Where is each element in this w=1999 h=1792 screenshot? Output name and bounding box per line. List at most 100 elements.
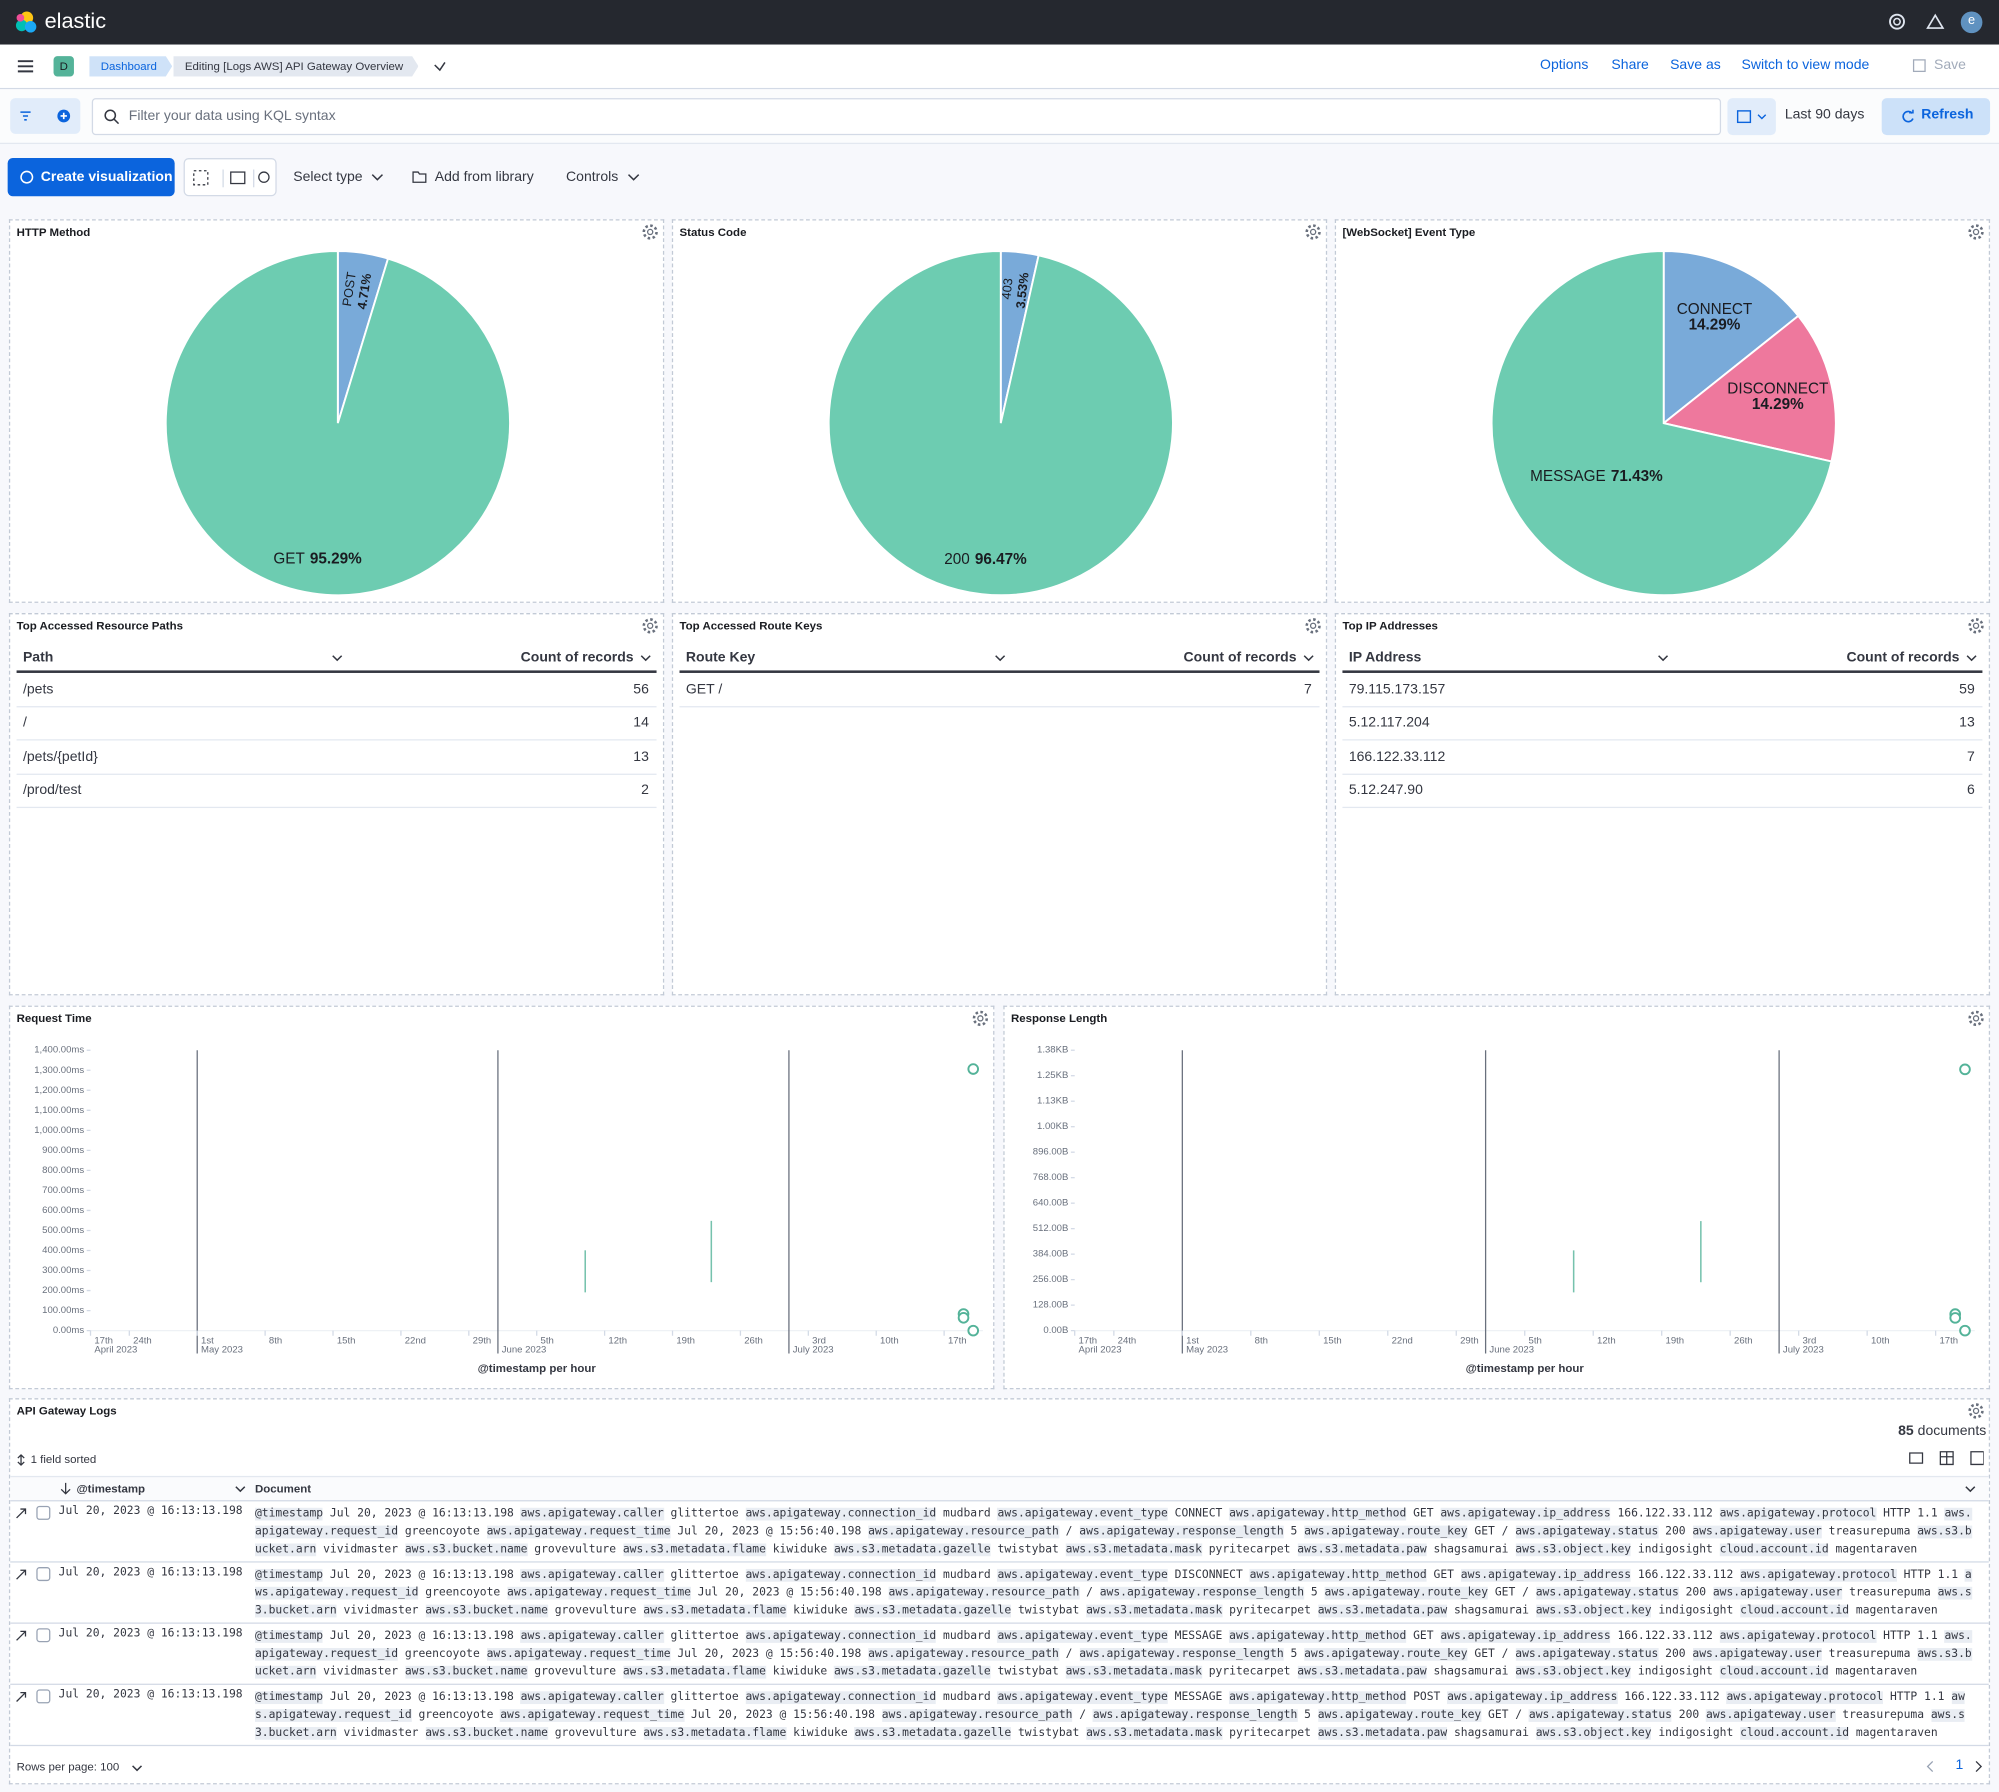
x-tick-label: 24th — [133, 1335, 152, 1346]
field-name: aws.apigateway.connection_id — [745, 1568, 937, 1582]
quick-buttons[interactable] — [183, 158, 277, 197]
cell: 59 — [1959, 681, 1975, 698]
panel-options-button[interactable] — [1967, 223, 1985, 241]
kql-input[interactable]: Filter your data using KQL syntax — [91, 98, 1722, 136]
field-name: aws.apigateway.http_method — [1229, 1630, 1407, 1643]
refresh-button[interactable]: Refresh — [1881, 98, 1991, 136]
month-label: July 2023 — [1783, 1344, 1824, 1355]
x-tick-label: 29th — [1460, 1335, 1479, 1346]
column-header[interactable]: @timestamp — [76, 1482, 146, 1496]
panel-options-button[interactable] — [971, 1009, 989, 1027]
title-menu[interactable] — [433, 60, 446, 73]
space-badge[interactable]: D — [53, 56, 74, 77]
field-value: MESSAGE — [1174, 1630, 1223, 1643]
chevron — [132, 1765, 143, 1772]
panel-options-button[interactable] — [641, 617, 659, 635]
y-tick-label: 800.00ms — [42, 1165, 84, 1176]
page-number[interactable]: 1 — [1955, 1757, 1964, 1773]
options-link[interactable]: Options — [1540, 57, 1589, 73]
row-controls[interactable] — [14, 1566, 52, 1582]
avatar[interactable]: e — [1960, 11, 1983, 34]
cell: /pets — [22, 681, 54, 698]
view-mode-link[interactable]: Switch to view mode — [1741, 57, 1870, 73]
y-tick-label: 500.00ms — [42, 1225, 84, 1236]
grid-controls[interactable] — [1907, 1450, 1984, 1466]
chevron-path — [1965, 1486, 1976, 1493]
pie-label: MESSAGE 71.43% — [1530, 468, 1663, 485]
table-row: GET / 7 — [679, 673, 1320, 708]
menu-button[interactable] — [17, 59, 35, 74]
field-name: aws.apigateway.status — [1515, 1525, 1659, 1539]
column-header[interactable]: Document — [254, 1482, 312, 1496]
column-header[interactable]: Route Key — [685, 650, 756, 666]
filter-icons — [20, 109, 71, 123]
controls-button[interactable]: Controls — [566, 169, 619, 185]
field-name: aws.s3.metadata.gazelle — [854, 1727, 1012, 1740]
column-header[interactable]: Count of records — [520, 650, 634, 666]
field-name: aws.s3.metadata.mask — [1086, 1604, 1223, 1618]
field-value: GET / — [1474, 1647, 1509, 1661]
column-header[interactable]: IP Address — [1348, 650, 1422, 666]
create-visualization-button[interactable]: Create visualization — [7, 158, 175, 197]
pagination-arrows[interactable] — [1925, 1760, 1986, 1773]
panel-options-button[interactable] — [1967, 1402, 1985, 1420]
log-row: Jul 20, 2023 @ 16:13:13.198 @timestamp Ju… — [10, 1561, 1989, 1624]
field-value: 200 — [1665, 1647, 1686, 1661]
save-button[interactable]: Save — [1933, 57, 1966, 73]
panel: Request Time 0.00ms 100.00ms 200.00ms 300.00… — [8, 1005, 995, 1390]
y-tick-label: 900.00ms — [42, 1145, 84, 1156]
grid-header: @timestamp Document — [10, 1475, 1989, 1502]
pie-label: GET 95.29% — [273, 550, 362, 567]
y-tick-label: 1,300.00ms — [34, 1065, 84, 1076]
field-name: aws.s3.object.key — [1535, 1604, 1652, 1618]
point — [957, 1312, 970, 1324]
y-tick-label: 1,000.00ms — [34, 1125, 84, 1136]
add-from-library-button[interactable]: Add from library — [434, 169, 534, 185]
time-range[interactable]: Last 90 days — [1784, 107, 1865, 123]
field-value: Jul 20, 2023 @ 16:13:13.198 — [329, 1568, 514, 1582]
row-controls[interactable] — [14, 1505, 52, 1520]
share-link[interactable]: Share — [1611, 57, 1649, 73]
filter-buttons[interactable] — [10, 98, 81, 134]
chevron-path — [1966, 655, 1977, 662]
table-row: /pets/{petId} 13 — [16, 740, 657, 775]
grid-footer[interactable]: Rows per page: 100 — [17, 1760, 120, 1773]
expand-icon — [16, 1630, 27, 1641]
panel-options-button[interactable] — [1967, 1009, 1985, 1027]
panel-title: Top Accessed Route Keys — [679, 619, 823, 633]
breadcrumb: Editing [Logs AWS] API Gateway Overview — [173, 56, 418, 76]
panel-options-button[interactable] — [1304, 223, 1322, 241]
pie-label-value: 71.43% — [1611, 468, 1663, 485]
field-value: POST — [1413, 1691, 1441, 1705]
date-quick-menu[interactable] — [1727, 98, 1776, 136]
y-tick-label: 512.00B — [1033, 1223, 1069, 1234]
select-type-button[interactable]: Select type — [293, 169, 363, 185]
sort-label[interactable]: 1 field sorted — [30, 1452, 97, 1466]
refresh-label: Refresh — [1921, 107, 1974, 123]
column-header[interactable]: Count of records — [1846, 650, 1960, 666]
panel-options-button[interactable] — [1304, 617, 1322, 635]
gear-hub — [1309, 228, 1317, 236]
y-tick-label: 1.38KB — [1037, 1045, 1068, 1056]
panel-options-button[interactable] — [641, 223, 659, 241]
field-value: 200 — [1678, 1709, 1700, 1722]
time-chart: 0.00ms 100.00ms 200.00ms 300.00ms 400.00ms 50… — [34, 1045, 983, 1375]
column-header[interactable]: Path — [22, 650, 54, 666]
panel-options-button[interactable] — [1967, 617, 1985, 635]
document-cell: @timestamp Jul 20, 2023 @ 16:13:13.198 a… — [254, 1505, 1974, 1559]
breadcrumb[interactable]: Dashboard — [89, 56, 172, 76]
field-value: treasurepuma — [1849, 1586, 1931, 1600]
field-name: @timestamp — [254, 1568, 324, 1582]
panel: HTTP Method POST 4.71% GET 95.29% — [8, 219, 665, 603]
pie-label: 200 96.47% — [944, 551, 1027, 568]
field-name: aws.apigateway.user — [1692, 1525, 1822, 1539]
row-controls[interactable] — [14, 1628, 52, 1643]
field-name: aws.s3.metadata.mask — [1065, 1665, 1202, 1679]
panel-title: API Gateway Logs — [16, 1404, 117, 1418]
field-value: Jul 20, 2023 @ 15:56:40.198 — [690, 1709, 875, 1722]
row-controls[interactable] — [14, 1689, 52, 1704]
panel-title: Status Code — [679, 225, 747, 239]
column-header[interactable]: Count of records — [1183, 650, 1297, 666]
field-value: / — [1065, 1647, 1073, 1661]
save-as-link[interactable]: Save as — [1670, 57, 1721, 73]
